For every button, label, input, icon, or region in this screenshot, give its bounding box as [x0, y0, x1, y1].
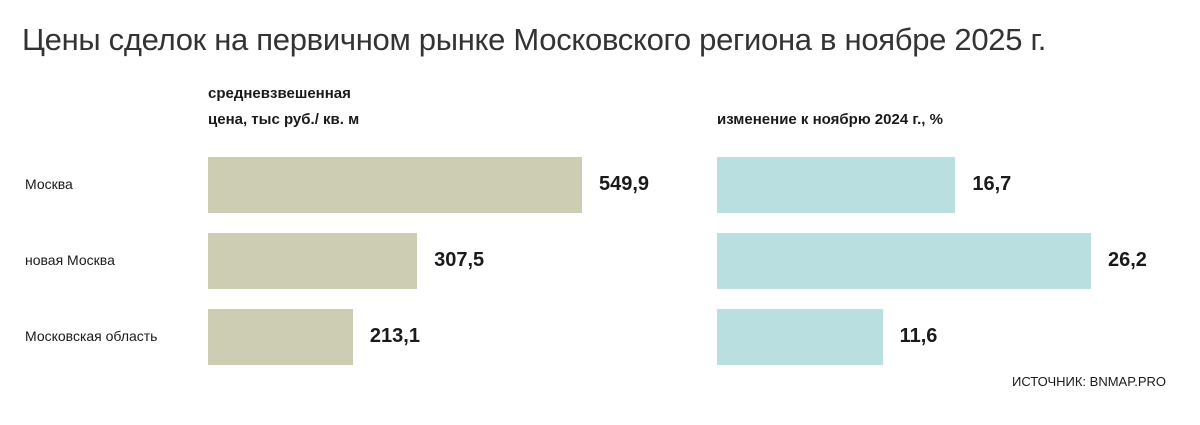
- title: Цены сделок на первичном рынке Московско…: [22, 22, 1047, 57]
- value-label: 26,2: [1108, 249, 1147, 271]
- bar: [208, 157, 582, 213]
- value-label: 549,9: [599, 173, 650, 195]
- value-label: 11,6: [899, 325, 938, 347]
- source: ИСТОЧНИК: BNMAP.PRO: [1011, 374, 1166, 389]
- bar: [208, 309, 353, 365]
- bar: [208, 233, 418, 289]
- category-label: Московская область: [25, 328, 158, 344]
- subtitle: изменение к ноябрю 2024 г., %: [717, 111, 943, 128]
- bar: [717, 309, 883, 365]
- bar: [717, 157, 956, 213]
- category-label: новая Москва: [25, 252, 115, 268]
- value-label: 307,5: [434, 249, 485, 271]
- value-label: 213,1: [369, 325, 420, 347]
- value-label: 16,7: [972, 173, 1012, 195]
- subtitle: средневзвешенная цена, тыс руб./ кв. м: [208, 85, 360, 128]
- category-label: Москва: [25, 176, 73, 192]
- bar: [717, 233, 1091, 289]
